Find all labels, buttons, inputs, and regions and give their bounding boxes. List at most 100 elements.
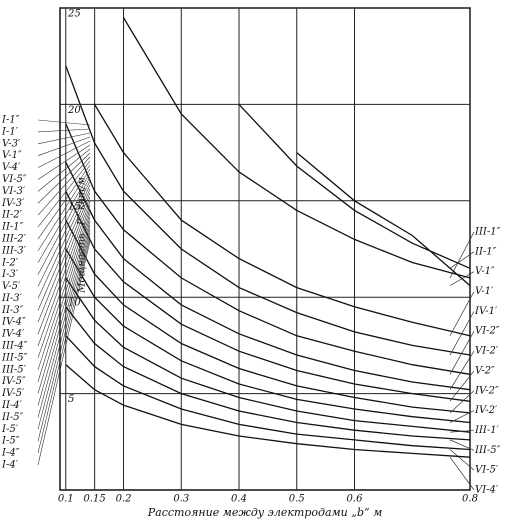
curve-label: VI-3′ bbox=[2, 186, 26, 197]
y-axis-label: Мощность „P“ квт/м bbox=[77, 177, 88, 294]
curve bbox=[65, 219, 471, 414]
leader-line bbox=[37, 200, 91, 347]
curve-label: V-5′ bbox=[2, 281, 21, 292]
curve-label: V-1′ bbox=[475, 286, 494, 297]
curve-label: IV-5′ bbox=[1, 388, 25, 399]
leader-line bbox=[37, 188, 91, 311]
x-tick-label: 0.1 bbox=[58, 494, 74, 505]
leader-line bbox=[449, 430, 475, 433]
leader-line bbox=[449, 449, 475, 471]
leader-line bbox=[37, 204, 91, 359]
curve-label: VI-5′ bbox=[475, 465, 499, 476]
curve bbox=[65, 364, 471, 458]
x-tick-label: 0.4 bbox=[231, 494, 247, 505]
leader-line bbox=[37, 236, 91, 454]
leader-line bbox=[449, 410, 475, 423]
x-tick-label: 0.5 bbox=[289, 494, 305, 505]
curve-label: II-4′ bbox=[1, 400, 23, 411]
curve-label: V-3′ bbox=[2, 138, 21, 149]
leader-line bbox=[449, 311, 475, 356]
curve-label: I-4′ bbox=[1, 460, 19, 471]
leader-line bbox=[37, 144, 91, 180]
curve-label: IV-4″ bbox=[1, 317, 26, 328]
leader-line bbox=[37, 212, 91, 382]
curve-label: I-1″ bbox=[1, 115, 20, 126]
leader-line bbox=[37, 184, 91, 299]
curve-label: I-1′ bbox=[1, 126, 19, 137]
curve-label: I-5′ bbox=[1, 424, 19, 435]
curve-label: III-4″ bbox=[1, 341, 28, 352]
curve bbox=[296, 152, 471, 287]
x-tick-label: 0.15 bbox=[84, 494, 106, 505]
curve bbox=[65, 123, 471, 375]
leader-line bbox=[37, 152, 91, 204]
curve bbox=[65, 190, 471, 402]
y-tick-label: 10 bbox=[68, 298, 81, 309]
curve-label: III-5′ bbox=[1, 364, 27, 375]
curve-label: I-2′ bbox=[1, 257, 19, 268]
y-tick-label: 25 bbox=[67, 9, 81, 20]
curve bbox=[65, 306, 471, 441]
curve bbox=[122, 17, 471, 279]
curve-label: IV-4′ bbox=[1, 329, 25, 340]
leader-line bbox=[449, 370, 475, 402]
leader-line bbox=[37, 220, 91, 406]
leader-line bbox=[37, 164, 91, 240]
leader-line bbox=[449, 251, 475, 269]
curve-label: III-3′ bbox=[1, 245, 27, 256]
curve-label: VI-5″ bbox=[2, 174, 27, 185]
leader-line bbox=[37, 119, 91, 126]
curve-label: IV-2″ bbox=[474, 385, 499, 396]
leader-line bbox=[37, 228, 91, 430]
curve-label: II-3″ bbox=[1, 305, 24, 316]
curve-label: VI-2″ bbox=[475, 326, 500, 337]
leader-line bbox=[37, 168, 91, 252]
leader-line bbox=[37, 128, 91, 133]
curve bbox=[65, 161, 471, 391]
leader-line bbox=[449, 457, 475, 491]
curve-label: IV-1′ bbox=[474, 306, 498, 317]
leader-line bbox=[37, 208, 91, 370]
curve-label: III-2′ bbox=[1, 233, 27, 244]
curve-label: I-4″ bbox=[1, 448, 20, 459]
leader-line bbox=[449, 291, 475, 336]
curve-label: II-2′ bbox=[1, 210, 23, 221]
leader-line bbox=[37, 172, 91, 263]
x-tick-label: 0.6 bbox=[347, 494, 364, 505]
leader-line bbox=[449, 231, 475, 279]
y-tick-label: 20 bbox=[67, 105, 81, 116]
curve-label: III-1′ bbox=[474, 425, 500, 436]
plot-frame bbox=[59, 7, 471, 491]
curve bbox=[65, 277, 471, 433]
leader-line bbox=[37, 224, 91, 418]
leader-line bbox=[449, 350, 475, 390]
leader-line bbox=[37, 216, 91, 394]
y-tick-label: 5 bbox=[68, 394, 74, 405]
curve-label: III-5″ bbox=[1, 352, 28, 363]
leader-line bbox=[37, 136, 91, 156]
curve-label: I-3′ bbox=[1, 269, 19, 280]
leader-line bbox=[37, 192, 91, 323]
curve-label: V-2″ bbox=[475, 365, 495, 376]
leader-line bbox=[37, 232, 91, 442]
curve-label: IV-5″ bbox=[1, 376, 26, 387]
x-tick-label: 0.2 bbox=[116, 494, 132, 505]
x-tick-label: 0.3 bbox=[173, 494, 189, 505]
curve-label: II-1″ bbox=[1, 222, 24, 233]
curve-label: III-1″ bbox=[474, 227, 501, 238]
curve-label: II-5″ bbox=[1, 412, 24, 423]
curve bbox=[94, 104, 471, 337]
leader-line bbox=[449, 390, 475, 414]
leader-line bbox=[449, 271, 475, 286]
leader-line bbox=[37, 148, 91, 192]
curve-label: VI-2′ bbox=[475, 346, 499, 357]
leader-line bbox=[37, 196, 91, 335]
leader-line bbox=[37, 240, 91, 466]
curve-label: IV-2′ bbox=[474, 405, 498, 416]
curve-label: II-3′ bbox=[1, 293, 23, 304]
leader-line bbox=[37, 132, 91, 145]
leader-line bbox=[449, 331, 475, 375]
x-tick-label: 0.8 bbox=[462, 494, 478, 505]
curve bbox=[65, 248, 471, 424]
